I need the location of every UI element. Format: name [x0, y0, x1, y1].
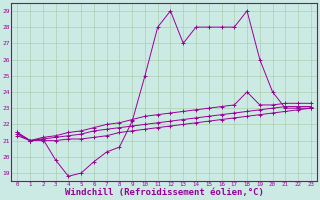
X-axis label: Windchill (Refroidissement éolien,°C): Windchill (Refroidissement éolien,°C): [65, 188, 264, 197]
